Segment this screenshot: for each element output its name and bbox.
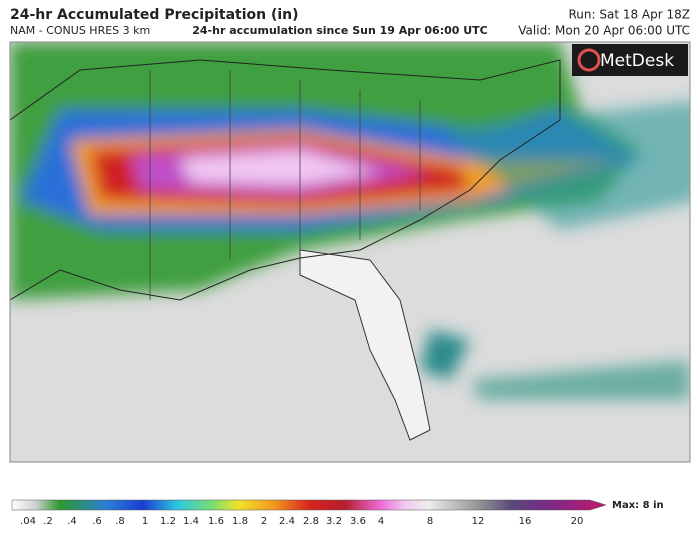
colorbar-label: 4 xyxy=(378,516,384,527)
title: 24-hr Accumulated Precipitation (in) xyxy=(10,7,299,23)
colorbar-label: 20 xyxy=(571,516,584,527)
colorbar-label: 2 xyxy=(261,516,267,527)
logo-icon xyxy=(577,48,601,72)
colorbar-label: 1.8 xyxy=(232,516,248,527)
colorbar-label: .04 xyxy=(20,516,36,527)
colorbar-label: 3.2 xyxy=(326,516,342,527)
state-borders xyxy=(149,70,421,300)
colorbar-label: 1.2 xyxy=(160,516,176,527)
colorbar-label: 16 xyxy=(519,516,532,527)
colorbar-labels: .04 .2 .4 .6 .8 1 1.2 1.4 1.6 1.8 2 2.4 … xyxy=(20,516,583,527)
logo: MetDesk xyxy=(600,51,674,71)
colorbar-label: 1.6 xyxy=(208,516,224,527)
legend-max: Max: 8 in xyxy=(612,500,664,511)
model: NAM - CONUS HRES 3 km xyxy=(10,24,150,37)
colorbar-label: 3.6 xyxy=(350,516,366,527)
accumulation: 24-hr accumulation since Sun 19 Apr 06:0… xyxy=(192,24,488,37)
colorbar-label: .8 xyxy=(115,516,125,527)
coastline xyxy=(10,59,561,301)
colorbar-label: 8 xyxy=(427,516,433,527)
colorbar-label: .2 xyxy=(43,516,53,527)
colorbar-label: 2.8 xyxy=(303,516,319,527)
map-frame xyxy=(9,41,691,463)
colorbar-label: .4 xyxy=(67,516,77,527)
colorbar-label: 2.4 xyxy=(279,516,295,527)
colorbar xyxy=(11,499,607,511)
florida xyxy=(299,249,431,441)
colorbar-label: 1.4 xyxy=(183,516,199,527)
valid: Valid: Mon 20 Apr 06:00 UTC xyxy=(518,24,690,38)
colorbar-label: 1 xyxy=(142,516,148,527)
colorbar-label: .6 xyxy=(92,516,102,527)
map: MetDesk WXCHARTS.COM xyxy=(10,42,690,492)
watermark: WXCHARTS.COM xyxy=(248,467,452,492)
colorbar-label: 12 xyxy=(472,516,485,527)
run: Run: Sat 18 Apr 18Z xyxy=(568,8,690,22)
